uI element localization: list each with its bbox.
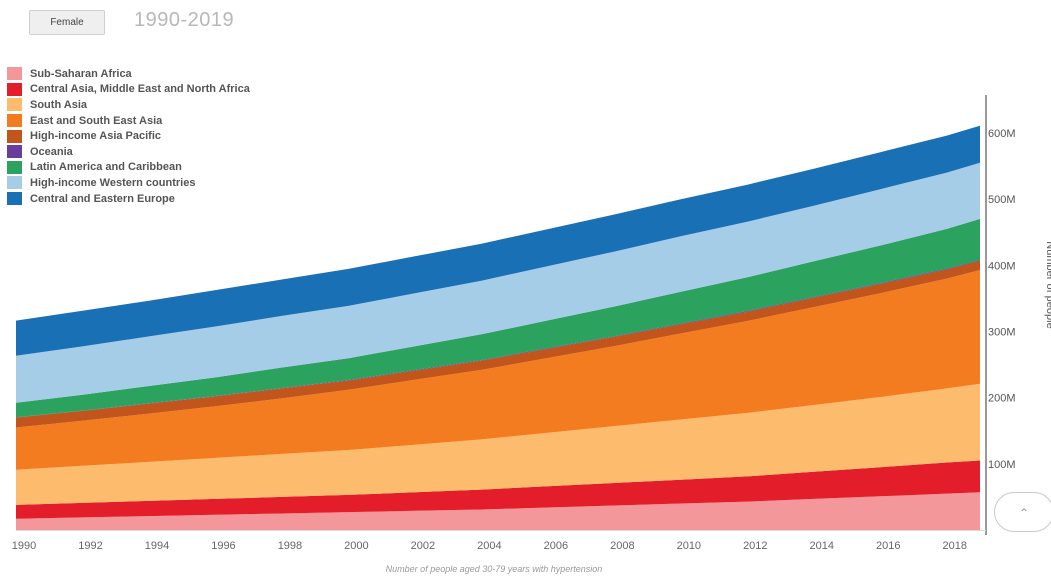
legend-item: South Asia bbox=[7, 97, 250, 113]
area-series-2 bbox=[16, 383, 980, 505]
area-series-6 bbox=[16, 218, 980, 418]
y-axis-label: Number of people bbox=[1044, 241, 1051, 328]
legend-label: Central Asia, Middle East and North Afri… bbox=[30, 83, 250, 96]
legend-swatch bbox=[7, 192, 22, 206]
area-series-0 bbox=[16, 492, 980, 530]
legend-item: Central Asia, Middle East and North Afri… bbox=[7, 82, 250, 98]
legend-label: South Asia bbox=[30, 98, 88, 111]
legend-item: High-income Asia Pacific bbox=[7, 128, 250, 144]
x-tick-label: 2016 bbox=[876, 540, 900, 552]
sex-filter-button[interactable]: Female bbox=[29, 10, 105, 35]
legend-item: High-income Western countries bbox=[7, 175, 250, 191]
period-label: 1990-2019 bbox=[134, 9, 235, 31]
area-series-3 bbox=[16, 270, 980, 470]
legend-label: Oceania bbox=[30, 145, 73, 158]
x-tick-label: 2012 bbox=[743, 540, 767, 552]
y-tick-label: 400M bbox=[988, 260, 1016, 272]
area-series-1 bbox=[16, 460, 980, 519]
legend-item: Central and Eastern Europe bbox=[7, 191, 250, 207]
x-tick-label: 2004 bbox=[477, 540, 501, 552]
y-tick-label: 200M bbox=[988, 393, 1016, 405]
x-tick-label: 2006 bbox=[544, 540, 568, 552]
x-tick-label: 2000 bbox=[344, 540, 368, 552]
y-tick-label: 600M bbox=[988, 128, 1016, 140]
legend-swatch bbox=[7, 67, 22, 81]
x-tick-label: 1992 bbox=[78, 540, 102, 552]
legend-swatch bbox=[7, 98, 22, 112]
legend-swatch bbox=[7, 160, 22, 174]
area-series-8 bbox=[16, 125, 980, 356]
x-tick-label: 1996 bbox=[211, 540, 235, 552]
chevron-up-icon: ⌃ bbox=[1018, 506, 1030, 520]
legend-item: East and South East Asia bbox=[7, 113, 250, 129]
legend-label: Latin America and Caribbean bbox=[30, 161, 182, 174]
x-tick-label: 1998 bbox=[278, 540, 302, 552]
legend-item: Latin America and Caribbean bbox=[7, 160, 250, 176]
legend-swatch bbox=[7, 176, 22, 190]
x-tick-label: 2014 bbox=[810, 540, 834, 552]
legend-label: High-income Asia Pacific bbox=[30, 130, 162, 143]
legend-label: East and South East Asia bbox=[30, 114, 163, 127]
chart-legend: Sub-Saharan Africa Central Asia, Middle E… bbox=[7, 66, 250, 206]
legend-swatch bbox=[7, 145, 22, 159]
x-axis-label: Number of people aged 30-79 years with h… bbox=[386, 564, 603, 574]
legend-item: Sub-Saharan Africa bbox=[7, 66, 250, 82]
y-tick-label: 100M bbox=[988, 459, 1016, 471]
legend-label: Sub-Saharan Africa bbox=[30, 67, 132, 80]
x-tick-label: 1990 bbox=[12, 540, 36, 552]
x-tick-label: 2002 bbox=[411, 540, 435, 552]
x-tick-label: 2018 bbox=[943, 540, 967, 552]
legend-label: High-income Western countries bbox=[30, 176, 196, 189]
y-tick-label: 500M bbox=[988, 194, 1016, 206]
legend-swatch bbox=[7, 129, 22, 143]
x-tick-label: 2010 bbox=[677, 540, 701, 552]
legend-label: Central and Eastern Europe bbox=[30, 192, 175, 205]
area-series-7 bbox=[16, 162, 980, 403]
legend-swatch bbox=[7, 114, 22, 128]
legend-item: Oceania bbox=[7, 144, 250, 160]
x-tick-label: 2008 bbox=[610, 540, 634, 552]
legend-swatch bbox=[7, 82, 22, 96]
x-tick-label: 1994 bbox=[145, 540, 169, 552]
y-tick-label: 300M bbox=[988, 327, 1016, 339]
scroll-top-button[interactable]: ⌃ bbox=[994, 492, 1051, 532]
area-series-4 bbox=[16, 260, 980, 428]
